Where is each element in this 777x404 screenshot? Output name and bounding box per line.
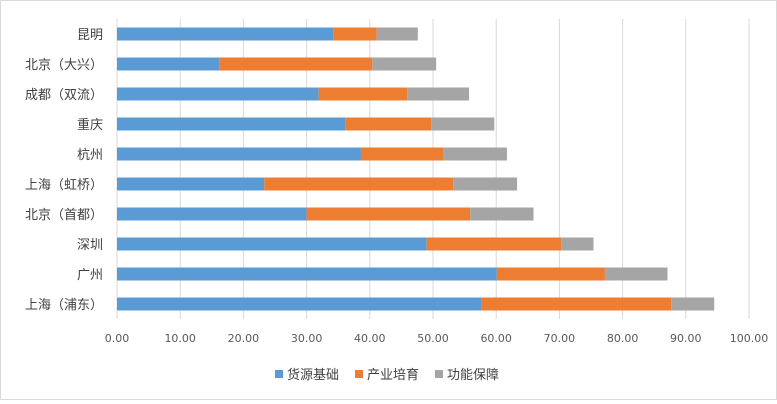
- x-tick-label: 10.00: [164, 332, 196, 345]
- legend-label: 功能保障: [447, 368, 499, 383]
- legend-label: 货源基础: [287, 367, 339, 383]
- bar-segment: [496, 267, 605, 281]
- x-tick-label: 0.00: [105, 332, 130, 345]
- category-label: 北京（大兴）: [25, 58, 103, 73]
- legend-label: 产业培育: [367, 367, 419, 383]
- x-tick-label: 30.00: [291, 332, 323, 345]
- x-tick-label: 60.00: [480, 332, 512, 345]
- category-label: 北京（首都）: [25, 208, 103, 223]
- bar-segment: [561, 237, 594, 251]
- x-tick-label: 70.00: [544, 332, 576, 345]
- bar-segment: [117, 207, 307, 221]
- bar-segment: [117, 267, 497, 281]
- x-tick-label: 40.00: [354, 332, 386, 345]
- category-label: 成都（双流）: [25, 88, 103, 103]
- bar-segment: [117, 87, 319, 101]
- bar-segment: [306, 207, 471, 221]
- bar-segment: [470, 207, 534, 221]
- bar-segment: [117, 27, 334, 41]
- x-tick-label: 80.00: [607, 332, 639, 345]
- bar-segment: [117, 57, 220, 71]
- bar-segment: [117, 237, 427, 251]
- category-label: 重庆: [77, 117, 103, 133]
- bar-segment: [431, 117, 495, 131]
- bar-segment: [219, 57, 373, 71]
- x-tick-label: 20.00: [228, 332, 260, 345]
- bar-segment: [443, 147, 507, 161]
- bar-segment: [117, 117, 346, 131]
- bar-segment: [671, 297, 715, 311]
- bar-segment: [481, 297, 672, 311]
- bar-segment: [117, 147, 361, 161]
- bar-segment: [360, 147, 444, 161]
- legend: 货源基础 产业培育 功能保障: [275, 367, 499, 383]
- legend-swatch: [355, 370, 363, 378]
- bar-segment: [117, 177, 265, 191]
- bar-segment: [453, 177, 518, 191]
- legend-swatch: [275, 370, 283, 378]
- x-axis: 0.00 10.00 20.00 30.00 40.00 50.00 60.00 70.00 8…: [105, 332, 769, 345]
- x-tick-label: 50.00: [417, 332, 449, 345]
- legend-item: 产业培育: [355, 367, 419, 383]
- bar-segment: [264, 177, 454, 191]
- bar-segment: [426, 237, 562, 251]
- bar-segment: [117, 297, 482, 311]
- category-label: 杭州: [77, 148, 103, 163]
- category-label: 昆明: [77, 28, 103, 43]
- bar-segment: [318, 87, 408, 101]
- category-label: 深圳: [77, 238, 103, 253]
- bar-segment: [407, 87, 470, 101]
- x-tick-label: 90.00: [670, 332, 702, 345]
- category-label: 上海（虹桥）: [25, 178, 103, 193]
- bar-segment: [345, 117, 432, 131]
- legend-item: 货源基础: [275, 367, 339, 383]
- bar-segment: [333, 27, 377, 41]
- category-label: 广州: [77, 268, 103, 283]
- legend-item: 功能保障: [435, 368, 499, 383]
- bar-segment: [604, 267, 668, 281]
- bars: [117, 27, 715, 311]
- category-label: 上海（浦东）: [25, 298, 103, 313]
- bar-segment: [376, 27, 418, 41]
- bar-segment: [372, 57, 437, 71]
- x-tick-label: 100.00: [730, 332, 769, 345]
- legend-swatch: [435, 370, 443, 378]
